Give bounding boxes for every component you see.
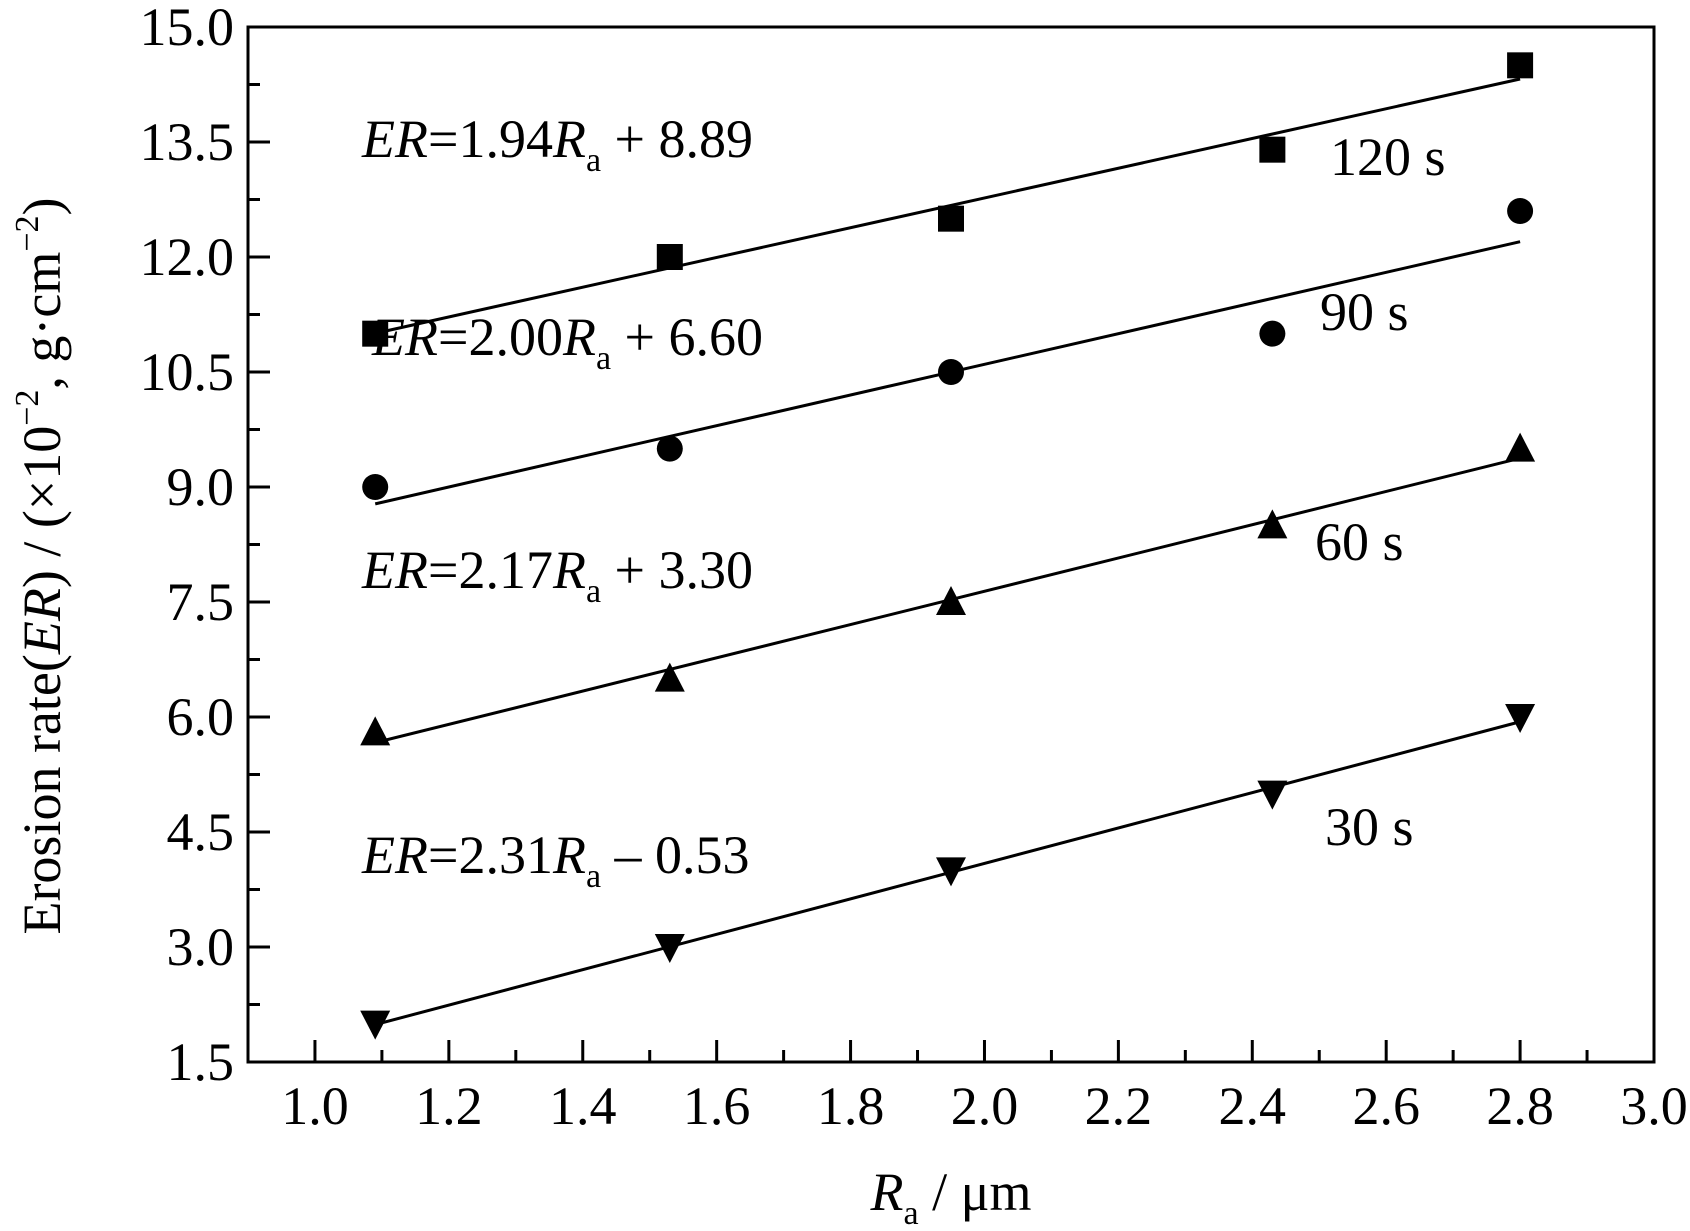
y-axis-label-part: ) xyxy=(12,197,72,215)
marker xyxy=(362,320,389,347)
marker xyxy=(360,1010,391,1040)
marker xyxy=(656,244,683,270)
y-axis-label-part: ) / (×10 xyxy=(12,426,72,588)
marker xyxy=(1505,704,1536,733)
fit-equation-part: =1.94 xyxy=(428,109,553,169)
fit-equation-part: =2.00 xyxy=(438,307,563,367)
y-tick-label: 10.5 xyxy=(140,342,235,402)
marker xyxy=(938,205,964,232)
marker xyxy=(360,716,391,746)
y-tick-label: 12.0 xyxy=(140,227,235,287)
fit-equation: ER=2.31Ra – 0.53 xyxy=(361,825,750,895)
x-tick-label: 2.6 xyxy=(1352,1076,1420,1136)
marker xyxy=(938,359,964,385)
x-tick-label: 1.4 xyxy=(549,1076,617,1136)
y-axis-label-part: ER xyxy=(12,588,72,655)
marker xyxy=(656,435,683,462)
y-tick-label: 13.5 xyxy=(140,112,235,172)
fit-equation: ER=2.00Ra + 6.60 xyxy=(371,307,763,377)
fit-equation: ER=1.94Ra + 8.89 xyxy=(361,109,753,179)
fit-equation-part: + 8.89 xyxy=(601,109,753,169)
fit-equation-part: ER xyxy=(361,825,428,885)
fit-equation-part: ER xyxy=(361,109,428,169)
series-label: 30 s xyxy=(1325,797,1414,857)
y-axis-label: Erosion rate(ER) / (×10−2, g·cm−2) xyxy=(9,197,72,934)
marker xyxy=(936,857,966,887)
series-label: 60 s xyxy=(1315,512,1404,572)
y-axis-label-part: , g·cm xyxy=(12,252,72,390)
fit-equation-part: – 0.53 xyxy=(601,825,750,885)
fit-equation-part: + 6.60 xyxy=(611,307,763,367)
marker xyxy=(1257,780,1288,810)
series-label: 120 s xyxy=(1330,127,1446,187)
fit-equation-part: a xyxy=(586,142,601,179)
y-tick-label: 7.5 xyxy=(167,572,235,632)
marker xyxy=(936,586,966,615)
fit-equation-part: + 3.30 xyxy=(601,540,753,600)
fit-equation-part: a xyxy=(586,858,601,895)
marker xyxy=(1507,198,1534,224)
marker xyxy=(1259,320,1286,347)
fit-equation-part: R xyxy=(552,825,586,885)
fit-equation: ER=2.17Ra + 3.30 xyxy=(361,540,753,610)
x-tick-label: 1.8 xyxy=(817,1076,885,1136)
fit-equation-part: R xyxy=(552,109,586,169)
series-label: 90 s xyxy=(1320,282,1409,342)
x-tick-label: 1.6 xyxy=(683,1076,751,1136)
y-tick-label: 4.5 xyxy=(167,802,235,862)
y-axis-label-part: Erosion rate( xyxy=(12,654,72,934)
x-tick-label: 2.4 xyxy=(1219,1076,1287,1136)
fit-equation-part: a xyxy=(586,573,601,610)
y-axis-label-part: −2 xyxy=(9,390,46,426)
fit-equation-part: =2.17 xyxy=(428,540,553,600)
marker xyxy=(654,662,685,692)
x-tick-label: 1.2 xyxy=(415,1076,483,1136)
fit-equation-part: R xyxy=(562,307,596,367)
x-axis-label-part: / μm xyxy=(919,1162,1032,1222)
marker xyxy=(1505,432,1536,462)
marker xyxy=(1507,52,1534,79)
x-tick-label: 2.0 xyxy=(951,1076,1019,1136)
x-axis-label: Ra / μm xyxy=(869,1162,1031,1231)
fit-equation-part: ER xyxy=(361,540,428,600)
y-axis-label-part: −2 xyxy=(9,215,46,251)
fit-equation-part: R xyxy=(552,540,586,600)
y-tick-label: 3.0 xyxy=(167,917,235,977)
x-tick-label: 1.0 xyxy=(281,1076,349,1136)
x-axis-label-part: a xyxy=(903,1195,918,1231)
y-tick-label: 9.0 xyxy=(167,457,235,517)
x-tick-label: 2.2 xyxy=(1085,1076,1153,1136)
x-axis-label-part: R xyxy=(869,1162,903,1222)
x-tick-label: 3.0 xyxy=(1620,1076,1688,1136)
fit-equation-part: =2.31 xyxy=(428,825,553,885)
y-tick-label: 15.0 xyxy=(140,0,235,57)
y-tick-label: 6.0 xyxy=(167,687,235,747)
y-tick-label: 1.5 xyxy=(167,1032,235,1092)
fit-equation-part: a xyxy=(596,340,611,377)
x-tick-label: 2.8 xyxy=(1486,1076,1554,1136)
marker xyxy=(1257,509,1288,539)
marker xyxy=(1259,136,1286,163)
marker xyxy=(654,934,685,963)
marker xyxy=(362,474,389,500)
fit-equation-part: ER xyxy=(371,307,438,367)
